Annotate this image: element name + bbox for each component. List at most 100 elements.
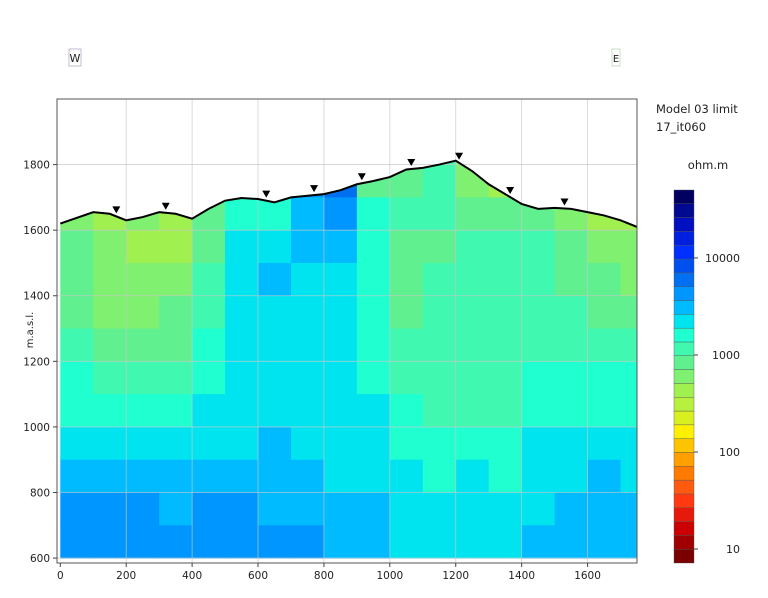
east-label: E [613,54,619,65]
colorbar-bin [673,493,695,508]
resistivity-cell [455,160,490,166]
colorbar-bin [673,521,695,536]
x-tick-label: 1000 [376,570,403,582]
resistivity-cell [422,164,457,198]
resistivity-cell [323,295,358,330]
resistivity-cell [356,262,391,297]
resistivity-cell [488,328,523,362]
resistivity-cell [587,394,622,428]
resistivity-cell [422,160,457,166]
resistivity-cell [93,164,127,198]
resistivity-cell [521,164,556,198]
resistivity-cell [521,295,556,330]
resistivity-cell [290,426,325,461]
resistivity-cell [455,262,490,297]
resistivity-cell [620,426,637,461]
y-tick-label: 600 [30,553,50,565]
x-tick-label: 1200 [442,570,469,582]
resistivity-cell [60,164,94,198]
electrode-marker [357,173,366,181]
resistivity-cell [488,361,523,395]
resistivity-cell [126,328,160,362]
resistivity-cell [389,328,424,362]
electrode-marker [161,202,170,210]
resistivity-cell [554,426,589,461]
resistivity-cell [290,230,325,264]
resistivity-cell [93,361,127,395]
resistivity-cell [225,230,259,264]
resistivity-cell [126,295,160,330]
resistivity-cell [225,160,259,166]
resistivity-cell [126,160,160,166]
resistivity-cell [93,394,127,428]
colorbar-bin [673,314,695,329]
resistivity-cell [488,164,523,198]
resistivity-cell [356,394,391,428]
colorbar-bin [673,535,695,550]
legend-title-line2: 17_it060 [656,120,706,134]
resistivity-cell [554,492,589,526]
resistivity-cell [126,492,160,526]
resistivity-cell [455,394,490,428]
colorbar-tick-label: 10000 [705,252,740,265]
resistivity-cell [521,160,556,166]
resistivity-cell [60,426,94,461]
resistivity-cell [389,230,424,264]
resistivity-cell [587,525,622,559]
resistivity-cell [389,197,424,231]
resistivity-cell [587,492,622,526]
resistivity-cell [225,525,259,559]
colorbar-bin [673,203,695,218]
resistivity-cell [323,328,358,362]
x-axis: 0 200 400 600 800 1000 1200 1400 1600 [57,563,601,582]
resistivity-cell [389,262,424,297]
resistivity-cell [258,164,292,198]
resistivity-cell [554,197,589,231]
resistivity-cell [323,426,358,461]
resistivity-cell [225,262,259,297]
resistivity-cells [60,160,637,559]
colorbar-bin [673,245,695,260]
resistivity-cell [159,394,193,428]
resistivity-cell [587,262,622,297]
resistivity-cell [258,328,292,362]
resistivity-cell [488,459,523,493]
x-tick-label: 400 [182,570,202,582]
resistivity-cell [258,295,292,330]
resistivity-cell [356,492,391,526]
x-tick-label: 0 [57,570,64,582]
resistivity-cell [323,160,358,166]
y-tick-label: 1200 [23,356,50,368]
resistivity-cell [488,197,523,231]
resistivity-cell [356,160,391,166]
resistivity-cell [60,295,94,330]
colorbar-bin [673,355,695,370]
resistivity-cell [389,394,424,428]
resistivity-cell [455,328,490,362]
resistivity-cell [521,525,556,559]
resistivity-cell [521,361,556,395]
resistivity-cell [488,492,523,526]
resistivity-cell [389,361,424,395]
x-tick-label: 1400 [508,570,535,582]
resistivity-cell [488,394,523,428]
resistivity-cell [159,160,193,166]
resistivity-cell [356,426,391,461]
resistivity-cell [620,492,637,526]
resistivity-cell [225,426,259,461]
resistivity-cell [60,160,94,166]
resistivity-cell [192,361,226,395]
resistivity-cell [521,328,556,362]
electrode-marker [112,206,121,214]
resistivity-cell [126,394,160,428]
resistivity-cell [225,328,259,362]
resistivity-cell [93,459,127,493]
resistivity-cell [192,328,226,362]
resistivity-cell [258,525,292,559]
colorbar-bin [673,231,695,246]
resistivity-cell [323,492,358,526]
resistivity-cell [225,164,259,198]
resistivity-cell [323,197,358,231]
resistivity-cell [620,328,637,362]
resistivity-cell [258,492,292,526]
